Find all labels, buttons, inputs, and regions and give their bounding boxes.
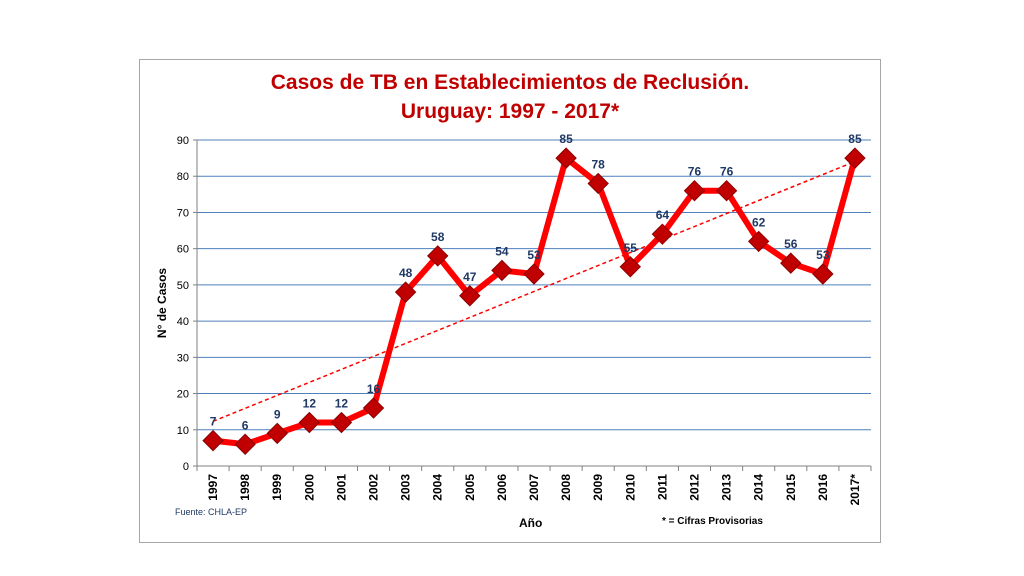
x-tick-label: 1999 xyxy=(270,474,284,501)
data-label: 48 xyxy=(399,266,413,280)
data-point-marker xyxy=(619,256,641,278)
data-label: 76 xyxy=(720,165,734,179)
data-point-marker xyxy=(747,230,770,253)
data-point-marker xyxy=(555,147,577,169)
x-tick-label: 2002 xyxy=(367,474,381,501)
data-point-marker xyxy=(780,252,802,274)
source-note: Fuente: CHLA-EP xyxy=(175,507,248,517)
data-label: 62 xyxy=(752,215,766,229)
data-point-marker xyxy=(715,180,738,202)
y-tick-label: 90 xyxy=(177,135,189,147)
y-tick-label: 30 xyxy=(177,352,189,364)
x-tick-label: 2017* xyxy=(848,474,862,506)
y-tick-label: 50 xyxy=(177,280,189,292)
data-point-marker xyxy=(459,285,481,307)
x-tick-label: 1998 xyxy=(238,474,252,501)
x-tick-label: 2007 xyxy=(527,474,541,501)
x-tick-label: 2012 xyxy=(687,474,701,501)
x-tick-label: 2014 xyxy=(752,474,766,501)
footnote: * = Cifras Provisorias xyxy=(662,516,763,527)
data-label: 56 xyxy=(784,237,798,251)
data-label: 53 xyxy=(816,248,830,262)
data-point-marker xyxy=(491,259,513,282)
data-label: 85 xyxy=(559,132,573,146)
data-label: 76 xyxy=(688,165,702,179)
y-tick-label: 0 xyxy=(183,461,189,473)
data-point-marker xyxy=(234,433,256,455)
data-label: 9 xyxy=(274,407,281,421)
data-label: 85 xyxy=(848,132,862,146)
x-tick-label: 2015 xyxy=(784,474,798,501)
data-point-marker xyxy=(266,422,288,445)
data-point-marker xyxy=(587,172,609,195)
data-label: 55 xyxy=(624,241,638,255)
x-tick-label: 2013 xyxy=(720,474,734,501)
data-point-marker xyxy=(394,281,417,303)
data-point-marker xyxy=(812,263,834,285)
data-point-marker xyxy=(330,411,353,434)
x-axis-label: Año xyxy=(519,516,543,530)
data-point-marker xyxy=(298,411,321,434)
x-tick-label: 2004 xyxy=(431,474,445,501)
data-label: 7 xyxy=(210,415,217,429)
chart-subtitle: Uruguay: 1997 - 2017* xyxy=(400,100,620,123)
x-tick-label: 2005 xyxy=(463,474,477,501)
data-label: 16 xyxy=(367,382,381,396)
x-tick-label: 2009 xyxy=(591,474,605,501)
x-tick-label: 2000 xyxy=(302,474,316,501)
x-tick-label: 2010 xyxy=(623,474,637,501)
data-point-marker xyxy=(683,180,706,202)
data-label: 53 xyxy=(527,248,541,262)
y-tick-label: 70 xyxy=(177,207,189,219)
data-point-marker xyxy=(651,223,674,245)
chart-title: Casos de TB en Establecimientos de Reclu… xyxy=(270,71,750,94)
data-point-marker xyxy=(523,263,545,285)
x-tick-label: 2016 xyxy=(816,474,830,501)
data-label: 54 xyxy=(495,244,509,258)
trendline xyxy=(212,160,856,423)
data-label: 78 xyxy=(592,157,606,171)
data-label: 58 xyxy=(431,230,445,244)
x-tick-label: 2011 xyxy=(655,474,669,500)
chart-frame: Casos de TB en Establecimientos de Reclu… xyxy=(139,59,881,543)
x-tick-label: 2003 xyxy=(399,474,413,501)
data-label: 6 xyxy=(242,418,249,432)
data-point-marker xyxy=(202,429,224,452)
data-label: 12 xyxy=(303,397,317,411)
x-tick-label: 2001 xyxy=(334,474,348,501)
x-tick-label: 2006 xyxy=(495,474,509,501)
data-point-marker xyxy=(362,397,385,419)
data-point-marker xyxy=(844,147,866,169)
x-tick-label: 2008 xyxy=(559,474,573,501)
data-label: 12 xyxy=(335,397,349,411)
y-axis-label: N° de Casos xyxy=(155,268,169,338)
y-tick-label: 10 xyxy=(177,425,189,437)
y-tick-label: 60 xyxy=(177,244,189,256)
data-point-marker xyxy=(427,245,449,267)
y-tick-label: 20 xyxy=(177,389,189,401)
data-label: 47 xyxy=(463,270,477,284)
y-tick-label: 40 xyxy=(177,316,189,328)
y-tick-label: 80 xyxy=(177,171,189,183)
x-tick-label: 1997 xyxy=(206,474,220,501)
line-chart: 0 10 20 30 40 50 60 70 80 90 N° de Casos 1997 1998 19… xyxy=(155,132,872,506)
data-label: 64 xyxy=(656,208,670,222)
